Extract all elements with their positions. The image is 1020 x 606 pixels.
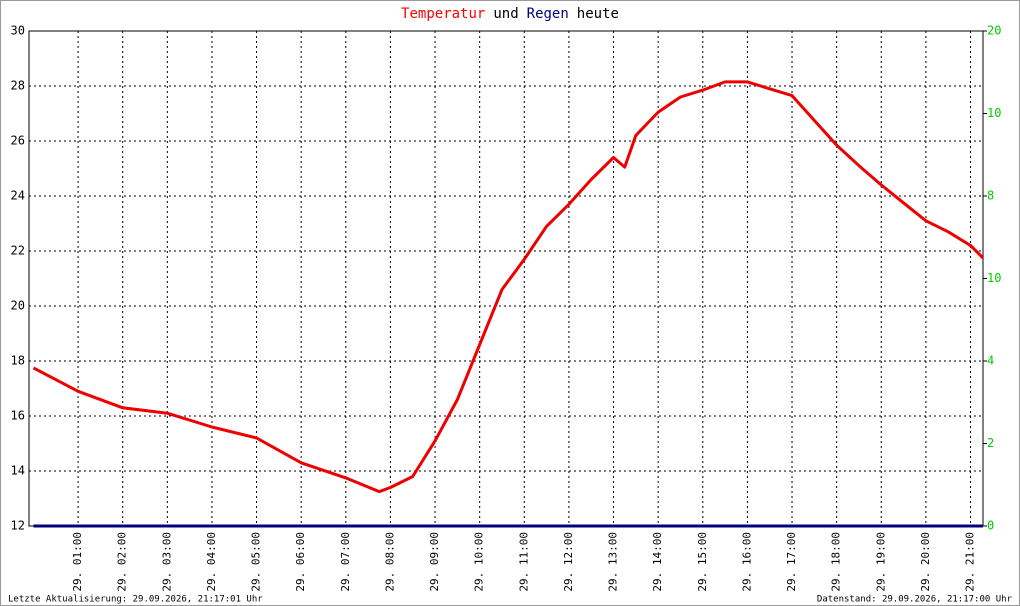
x-tick-label: 29. 17:00 <box>785 532 798 592</box>
x-tick-label: 29. 13:00 <box>607 532 620 592</box>
x-tick-label: 29. 19:00 <box>874 532 887 592</box>
x-tick-label: 29. 10:00 <box>473 532 486 592</box>
y2-tick-label: 10 <box>987 271 1001 285</box>
y-tick-label: 28 <box>11 79 25 93</box>
footer-right: Datenstand: 29.09.2026, 21:17:00 Uhr <box>817 595 1013 605</box>
title-part: und <box>493 6 518 22</box>
x-tick-label: 29. 01:00 <box>71 532 84 592</box>
x-tick-label: 29. 06:00 <box>294 532 307 592</box>
x-tick-label: 29. 16:00 <box>740 532 753 592</box>
x-tick-label: 29. 05:00 <box>250 532 263 592</box>
y-tick-label: 30 <box>11 24 25 38</box>
y2-tick-label: 0 <box>987 519 994 533</box>
footer-left: Letzte Aktualisierung: 29.09.2026, 21:17… <box>8 595 263 605</box>
chart-title: Temperatur und Regen heute <box>401 6 619 22</box>
title-part: Regen <box>527 6 569 22</box>
x-tick-label: 29. 09:00 <box>428 532 441 592</box>
x-tick-label: 29. 14:00 <box>651 532 664 592</box>
x-tick-label: 29. 21:00 <box>964 532 977 592</box>
x-tick-label: 29. 15:00 <box>696 532 709 592</box>
x-tick-label: 29. 12:00 <box>562 532 575 592</box>
x-tick-label: 29. 18:00 <box>830 532 843 592</box>
x-tick-label: 29. 11:00 <box>517 532 530 592</box>
x-tick-label: 29. 02:00 <box>116 532 129 592</box>
y-tick-label: 20 <box>11 299 25 313</box>
y2-tick-label: 10 <box>987 106 1001 120</box>
y-tick-label: 16 <box>11 409 25 423</box>
y2-tick-label: 2 <box>987 436 994 450</box>
x-tick-label: 29. 07:00 <box>339 532 352 592</box>
y2-tick-label: 20 <box>987 24 1001 38</box>
x-tick-label: 29. 08:00 <box>383 532 396 592</box>
y2-tick-label: 8 <box>987 189 994 203</box>
y-tick-label: 18 <box>11 354 25 368</box>
y-tick-label: 24 <box>11 189 25 203</box>
x-tick-label: 29. 20:00 <box>919 532 932 592</box>
y-tick-label: 12 <box>11 519 25 533</box>
x-tick-label: 29. 04:00 <box>205 532 218 592</box>
y2-tick-label: 4 <box>987 354 994 368</box>
x-tick-label: 29. 03:00 <box>160 532 173 592</box>
y-tick-label: 26 <box>11 134 25 148</box>
title-part: Temperatur <box>401 6 485 22</box>
title-part: heute <box>577 6 619 22</box>
y-tick-label: 22 <box>11 244 25 258</box>
y-tick-label: 14 <box>11 464 25 478</box>
series-line <box>32 80 985 494</box>
